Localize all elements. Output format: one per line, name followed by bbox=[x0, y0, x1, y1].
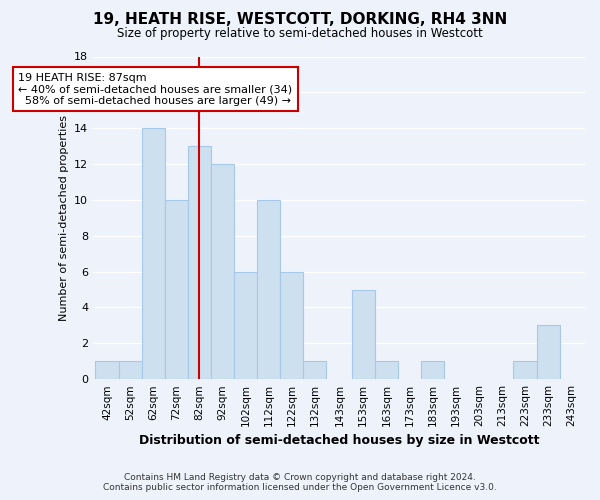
Bar bbox=[188, 146, 211, 379]
Bar bbox=[234, 272, 257, 379]
Text: Size of property relative to semi-detached houses in Westcott: Size of property relative to semi-detach… bbox=[117, 28, 483, 40]
Bar bbox=[142, 128, 165, 379]
Bar bbox=[257, 200, 280, 379]
Bar bbox=[421, 362, 444, 379]
X-axis label: Distribution of semi-detached houses by size in Westcott: Distribution of semi-detached houses by … bbox=[139, 434, 539, 448]
Text: 19 HEATH RISE: 87sqm
← 40% of semi-detached houses are smaller (34)
  58% of sem: 19 HEATH RISE: 87sqm ← 40% of semi-detac… bbox=[19, 72, 293, 106]
Bar bbox=[280, 272, 303, 379]
Bar bbox=[165, 200, 188, 379]
Bar bbox=[95, 362, 119, 379]
Text: 19, HEATH RISE, WESTCOTT, DORKING, RH4 3NN: 19, HEATH RISE, WESTCOTT, DORKING, RH4 3… bbox=[93, 12, 507, 28]
Y-axis label: Number of semi-detached properties: Number of semi-detached properties bbox=[59, 115, 68, 321]
Bar bbox=[119, 362, 142, 379]
Bar bbox=[303, 362, 326, 379]
Text: Contains HM Land Registry data © Crown copyright and database right 2024.
Contai: Contains HM Land Registry data © Crown c… bbox=[103, 473, 497, 492]
Bar bbox=[211, 164, 234, 379]
Bar bbox=[536, 326, 560, 379]
Bar bbox=[375, 362, 398, 379]
Bar bbox=[514, 362, 536, 379]
Bar bbox=[352, 290, 375, 379]
